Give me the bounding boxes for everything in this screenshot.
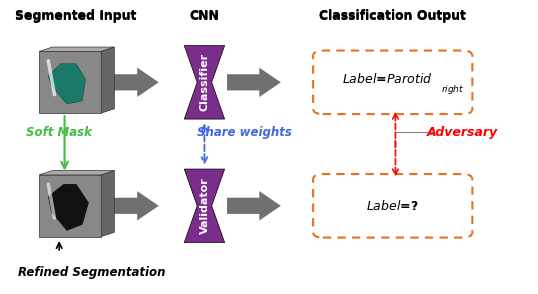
Text: Refined Segmentation: Refined Segmentation — [18, 266, 165, 279]
Polygon shape — [184, 46, 224, 119]
Polygon shape — [101, 47, 114, 113]
Text: CNN: CNN — [189, 9, 220, 22]
Text: Classification Output: Classification Output — [319, 9, 466, 22]
Text: Soft Mask: Soft Mask — [26, 126, 92, 139]
Polygon shape — [105, 191, 159, 220]
Polygon shape — [101, 171, 114, 237]
FancyBboxPatch shape — [39, 51, 101, 113]
Text: Segmented Input: Segmented Input — [15, 9, 136, 22]
Text: CNN: CNN — [189, 10, 220, 23]
FancyBboxPatch shape — [39, 175, 101, 237]
Text: Classification Output: Classification Output — [319, 10, 466, 23]
Polygon shape — [227, 191, 281, 220]
Polygon shape — [39, 171, 114, 175]
Polygon shape — [48, 64, 86, 104]
Text: Classifier: Classifier — [200, 53, 209, 111]
Polygon shape — [48, 184, 88, 230]
Polygon shape — [184, 169, 224, 243]
Text: Segmented Input: Segmented Input — [15, 10, 136, 23]
FancyBboxPatch shape — [313, 51, 472, 114]
Polygon shape — [227, 68, 281, 97]
Text: Adversary: Adversary — [427, 126, 498, 139]
Text: Share weights: Share weights — [197, 126, 292, 139]
Polygon shape — [39, 47, 114, 51]
Polygon shape — [105, 68, 159, 97]
Text: Validator: Validator — [200, 177, 209, 234]
Text: $\mathit{right}$: $\mathit{right}$ — [441, 83, 465, 96]
Text: $\mathit{Label}$=$\mathit{Parotid}$: $\mathit{Label}$=$\mathit{Parotid}$ — [342, 72, 433, 86]
FancyBboxPatch shape — [313, 174, 472, 238]
Text: $\mathit{Label}$=?: $\mathit{Label}$=? — [366, 199, 419, 213]
